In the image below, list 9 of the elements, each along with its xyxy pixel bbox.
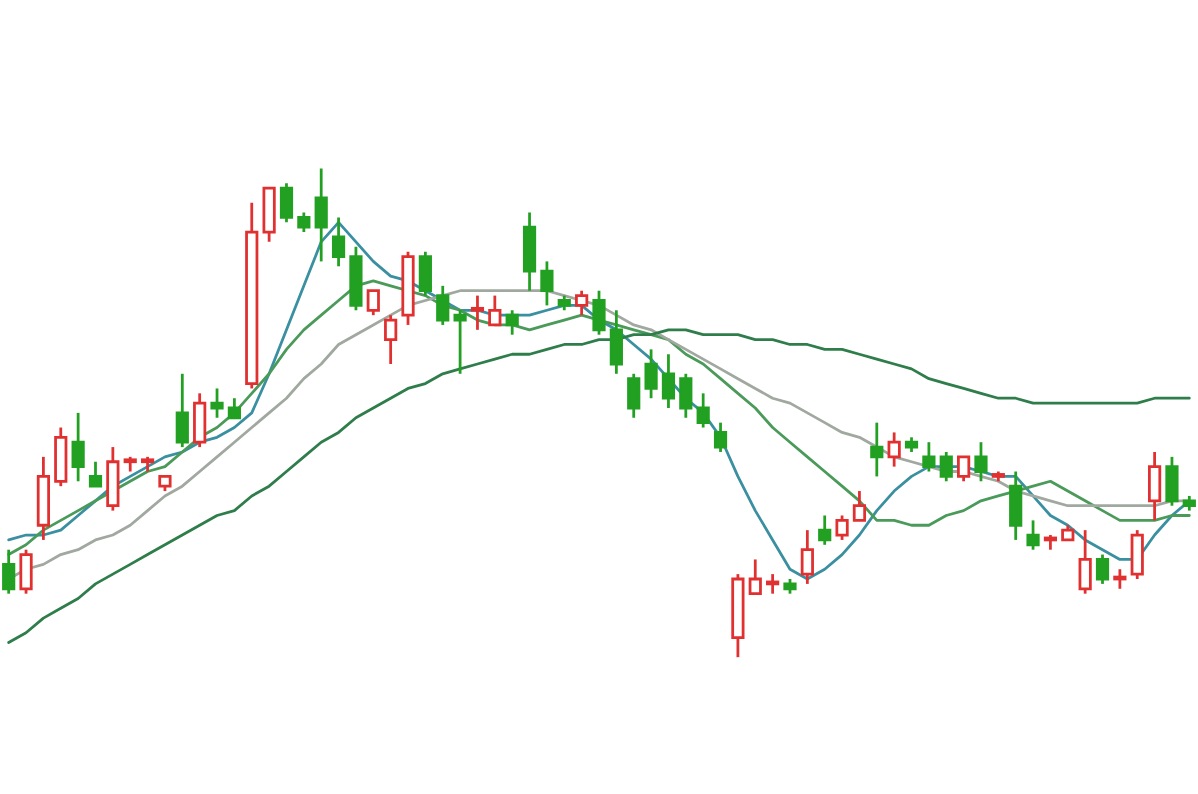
candlestick <box>71 411 85 483</box>
candlestick <box>870 421 884 478</box>
candlestick <box>609 308 623 376</box>
candlestick <box>1148 450 1162 522</box>
candlestick <box>314 167 328 263</box>
candlestick <box>1009 470 1023 542</box>
candlestick <box>887 431 901 469</box>
candlestick <box>36 455 50 542</box>
candlestick <box>522 211 537 293</box>
